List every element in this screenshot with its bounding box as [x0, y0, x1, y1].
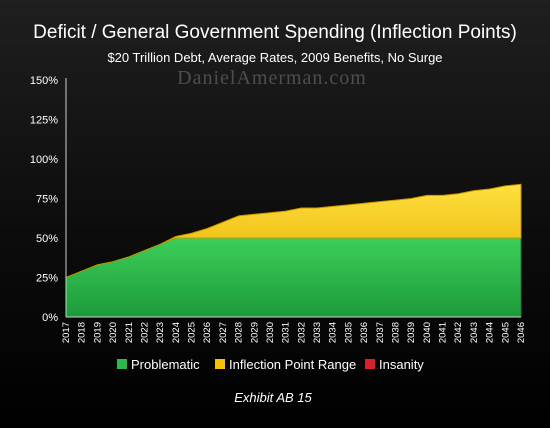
x-tick-label: 2032 — [296, 322, 307, 343]
x-tick-label: 2040 — [422, 322, 433, 343]
x-tick-label: 2026 — [202, 322, 213, 343]
legend-label-insanity: Insanity — [379, 357, 424, 372]
x-tick-label: 2022 — [139, 322, 150, 343]
y-tick-label: 0% — [42, 312, 58, 324]
y-axis: 0% 25% 50% 75% 100% 125% 150% — [30, 75, 58, 324]
x-tick-label: 2017 — [61, 322, 72, 343]
x-tick-label: 2030 — [265, 322, 276, 343]
legend-swatch-problematic — [117, 359, 127, 369]
x-tick-label: 2023 — [155, 322, 166, 343]
y-tick-label: 125% — [30, 115, 58, 127]
chart-subtitle: $20 Trillion Debt, Average Rates, 2009 B… — [107, 50, 442, 65]
x-tick-label: 2042 — [453, 322, 464, 343]
y-tick-label: 25% — [36, 273, 58, 285]
legend-label-inflection-point-range: Inflection Point Range — [229, 357, 356, 372]
x-axis: 2017 2018 2019 2020 2021 2022 2023 2024 2025 2026… — [61, 322, 527, 343]
y-tick-label: 100% — [30, 154, 58, 166]
x-tick-label: 2039 — [406, 322, 417, 343]
x-tick-label: 2018 — [77, 322, 88, 343]
plot-area — [65, 78, 522, 318]
x-tick-label: 2035 — [343, 322, 354, 343]
legend-swatch-inflection-point-range — [215, 359, 225, 369]
legend-swatch-insanity — [365, 359, 375, 369]
exhibit-label: Exhibit AB 15 — [234, 390, 312, 405]
x-tick-label: 2034 — [328, 322, 339, 343]
chart-title: Deficit / General Government Spending (I… — [33, 22, 517, 43]
x-tick-label: 2045 — [500, 322, 511, 343]
x-tick-label: 2020 — [108, 322, 119, 343]
x-tick-label: 2027 — [218, 322, 229, 343]
watermark: DanielAmerman.com — [177, 67, 367, 89]
legend-label-problematic: Problematic — [131, 357, 200, 372]
x-tick-label: 2028 — [234, 322, 245, 343]
x-tick-label: 2025 — [187, 322, 198, 343]
x-tick-label: 2046 — [516, 322, 527, 343]
area-inflection-point-range — [65, 183, 522, 278]
x-tick-label: 2033 — [312, 322, 323, 343]
x-tick-label: 2036 — [359, 322, 370, 343]
x-tick-label: 2024 — [171, 322, 182, 343]
legend: Problematic Inflection Point Range Insanit… — [117, 357, 424, 372]
x-tick-label: 2041 — [438, 322, 449, 343]
x-tick-label: 2037 — [375, 322, 386, 343]
x-tick-label: 2043 — [469, 322, 480, 343]
y-tick-label: 75% — [36, 194, 58, 206]
x-tick-label: 2021 — [124, 322, 135, 343]
x-tick-label: 2029 — [249, 322, 260, 343]
y-tick-label: 150% — [30, 75, 58, 87]
x-tick-label: 2019 — [92, 322, 103, 343]
x-tick-label: 2038 — [390, 322, 401, 343]
y-tick-label: 50% — [36, 233, 58, 245]
x-tick-label: 2044 — [485, 322, 496, 343]
x-tick-label: 2031 — [281, 322, 292, 343]
